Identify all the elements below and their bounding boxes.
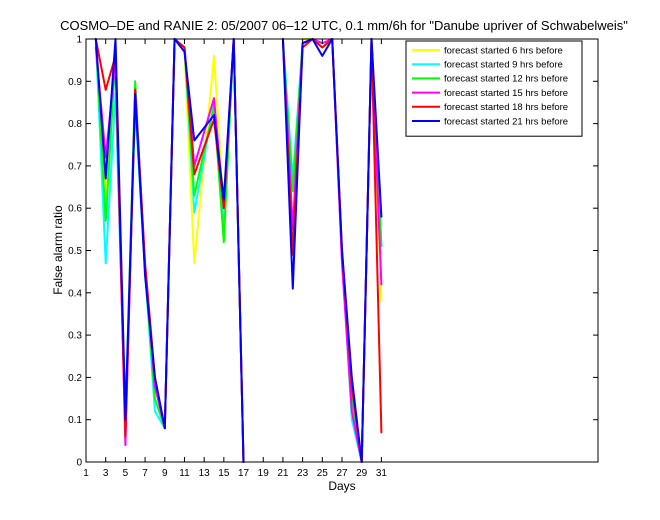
x-tick-label: 7 (142, 468, 148, 479)
y-tick-label: 0.2 (68, 373, 82, 384)
x-tick-label: 29 (356, 468, 368, 479)
y-tick-label: 0.8 (68, 119, 82, 130)
y-tick-label: 0 (76, 458, 82, 469)
legend-label: forecast started 6 hrs before (444, 45, 563, 56)
x-axis: 1 3 5 7 9 11 13 15 17 19 21 23 25 27 29 31 (83, 39, 387, 479)
chart-title: COSMO–DE and RANIE 2: 05/2007 06–12 UTC,… (60, 18, 628, 33)
legend-label: forecast started 21 hrs before (444, 116, 568, 127)
legend-label: forecast started 18 hrs before (444, 102, 568, 113)
y-tick-label: 0.4 (68, 288, 82, 299)
x-tick-label: 19 (258, 468, 270, 479)
y-tick-label: 0.7 (68, 161, 82, 172)
legend-label: forecast started 12 hrs before (444, 74, 568, 85)
y-tick-label: 0.3 (68, 331, 82, 342)
x-tick-label: 13 (199, 468, 211, 479)
x-tick-label: 25 (317, 468, 329, 479)
x-tick-label: 5 (123, 468, 129, 479)
y-tick-label: 0.6 (68, 204, 82, 215)
x-tick-label: 11 (179, 468, 190, 479)
y-axis: 0 0.1 0.2 0.3 0.4 0.5 0.6 0.7 0.8 0.9 1 (68, 35, 598, 469)
series-line-6 (94, 38, 383, 463)
y-tick-label: 0.9 (68, 77, 82, 88)
legend: forecast started 6 hrs before forecast st… (405, 40, 583, 137)
x-tick-label: 17 (238, 468, 250, 479)
x-tick-label: 15 (218, 468, 230, 479)
x-tick-label: 21 (277, 468, 289, 479)
x-tick-label: 27 (336, 468, 348, 479)
legend-label: forecast started 15 hrs before (444, 88, 568, 99)
y-tick-label: 1 (76, 35, 82, 46)
x-tick-label: 23 (297, 468, 309, 479)
plot-area (94, 38, 383, 463)
x-tick-label: 3 (103, 468, 109, 479)
y-tick-label: 0.1 (68, 415, 82, 426)
x-tick-label: 1 (83, 468, 89, 479)
x-tick-label: 9 (162, 468, 168, 479)
y-axis-label: False alarm ratio (51, 205, 65, 295)
y-tick-label: 0.5 (68, 246, 82, 257)
x-tick-label: 31 (376, 468, 388, 479)
legend-label: forecast started 9 hrs before (444, 60, 563, 71)
x-axis-label: Days (328, 479, 355, 493)
